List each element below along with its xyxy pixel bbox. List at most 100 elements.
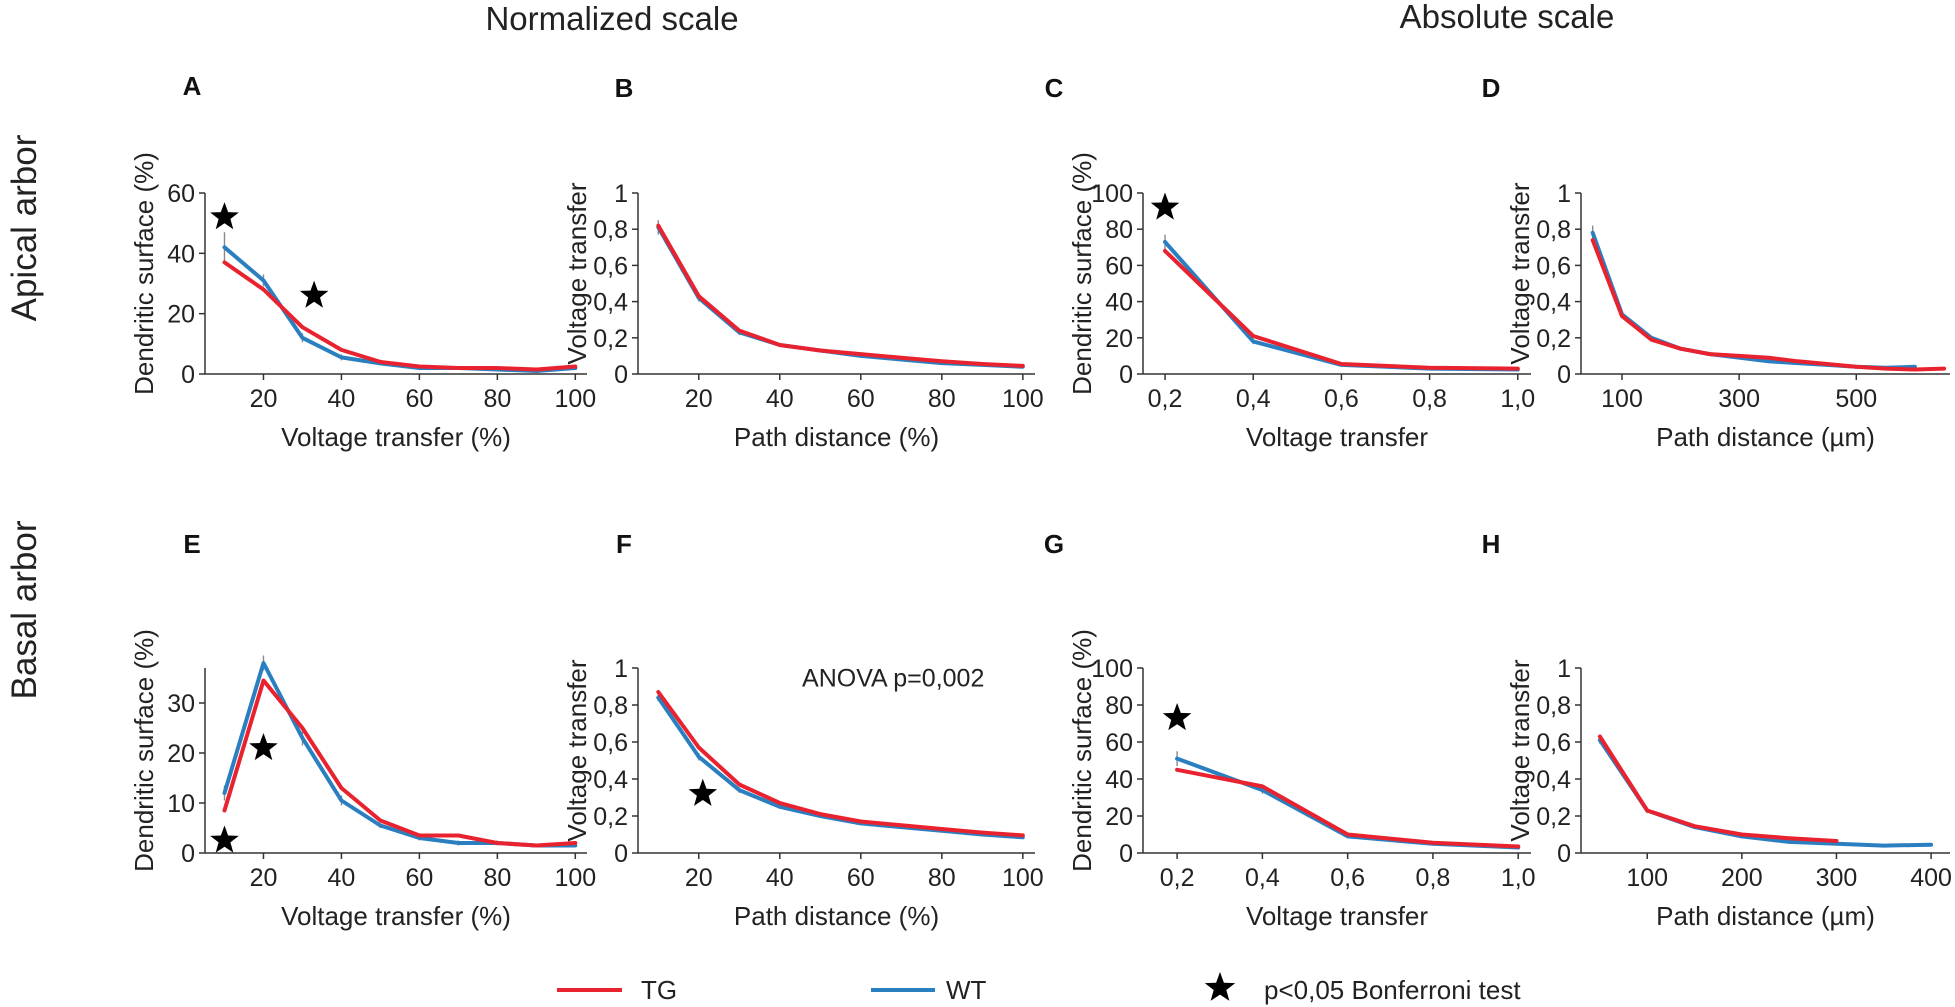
data-point-tg [1339, 362, 1344, 366]
x-tick-label: 0,6 [1324, 385, 1359, 413]
x-axis-title: Path distance (%) [734, 422, 939, 452]
series-line-tg [656, 690, 1025, 838]
y-tick-label: 40 [167, 240, 195, 268]
significance-star-icon [210, 202, 239, 230]
data-point-wt [456, 841, 460, 845]
x-tick-label: 0,6 [1330, 864, 1365, 892]
x-tick-label: 60 [405, 385, 433, 413]
panel-g: G 0 20 40 60 80 100 0,2 0,4 0,6 0,8 1,0 Voltage tran… [1044, 529, 1536, 931]
data-point-tg [1649, 338, 1653, 342]
x-tick-label: 100 [1601, 385, 1643, 413]
data-point-wt [737, 788, 741, 792]
y-tick-label: 0,8 [593, 692, 628, 720]
data-point-tg [222, 260, 227, 264]
data-point-tg [980, 362, 984, 366]
x-tick-label: 100 [1626, 864, 1668, 892]
x-tick-label: 0,4 [1245, 864, 1280, 892]
series-line-tg [1163, 248, 1520, 371]
data-point-tg [1645, 808, 1649, 813]
panel-label-d: D [1482, 73, 1501, 103]
x-tick-label: 60 [405, 864, 433, 892]
x-tick-label: 80 [483, 864, 511, 892]
y-axis-title: Dendritic surface (%) [1067, 629, 1097, 872]
series-line-wt [1597, 738, 1934, 848]
x-tick-label: 0,2 [1160, 864, 1195, 892]
data-point-tg [1678, 347, 1683, 351]
data-point-tg [1591, 238, 1595, 242]
significance-star-icon [1150, 192, 1180, 220]
y-tick-label: 100 [1091, 655, 1133, 683]
data-point-tg [534, 367, 538, 372]
y-tick-label: 0 [181, 361, 195, 389]
data-point-tg [859, 819, 863, 824]
data-point-tg [1516, 366, 1520, 371]
panel-label-f: F [616, 529, 632, 559]
data-point-tg [573, 364, 577, 369]
significance-star-icon [1162, 703, 1192, 731]
data-point-tg [1021, 364, 1025, 368]
data-point-wt [778, 805, 782, 809]
data-point-tg [1163, 249, 1167, 253]
data-point-tg [261, 287, 266, 292]
panel-b: B 0 0,2 0,4 0,6 0,8 1 20 40 60 80 100 Path distance … [562, 73, 1044, 452]
x-tick-label: 300 [1816, 864, 1858, 892]
y-tick-label: 0,6 [593, 252, 628, 280]
data-point-tg [1854, 365, 1858, 369]
panel-e: E 0 10 20 30 20 40 60 80 100 Voltage transfer (%) D… [129, 529, 596, 931]
x-tick-label: 80 [928, 385, 956, 413]
data-point-tg [940, 827, 944, 831]
x-axis-title: Path distance (µm) [1656, 901, 1875, 931]
y-tick-label: 0,4 [593, 289, 628, 317]
x-tick-label: 0,4 [1236, 385, 1271, 413]
x-tick-label: 1,0 [1501, 864, 1536, 892]
y-tick-label: 0 [614, 840, 628, 868]
x-tick-label: 0,8 [1416, 864, 1451, 892]
data-point-tg [778, 343, 782, 347]
y-axis-title: Voltage transfer [562, 182, 592, 364]
data-point-tg [1913, 367, 1917, 372]
y-tick-label: 0 [1119, 361, 1133, 389]
significance-star-icon [249, 733, 278, 761]
data-point-tg [300, 726, 305, 730]
data-point-tg [1598, 734, 1602, 739]
data-point-tg [737, 782, 741, 787]
header-absolute-scale: Absolute scale [1400, 0, 1615, 35]
data-point-tg [300, 325, 305, 329]
y-tick-label: 20 [167, 740, 195, 768]
x-tick-label: 100 [554, 864, 596, 892]
data-point-tg [1431, 841, 1435, 845]
data-point-tg [1740, 832, 1744, 837]
legend: TG WT p<0,05 Bonferroni test [557, 972, 1521, 1005]
data-point-tg [899, 823, 903, 827]
data-point-tg [697, 745, 701, 750]
legend-wt-label: WT [946, 975, 987, 1005]
data-point-tg [818, 812, 822, 816]
x-tick-label: 300 [1718, 385, 1760, 413]
data-point-tg [222, 808, 227, 813]
data-point-wt [222, 791, 227, 795]
data-point-wt [1766, 359, 1771, 363]
data-point-wt [339, 798, 344, 803]
x-tick-label: 40 [328, 864, 356, 892]
data-point-tg [1251, 334, 1255, 338]
y-tick-label: 0,4 [1536, 289, 1571, 317]
y-tick-label: 0,4 [593, 766, 628, 794]
significance-star-icon [210, 825, 239, 853]
y-tick-label: 0,2 [593, 325, 628, 353]
data-point-tg [417, 364, 421, 369]
y-tick-label: 0,6 [1536, 729, 1571, 757]
data-point-wt [656, 696, 660, 700]
panel-label-g: G [1044, 529, 1064, 559]
y-tick-label: 0 [181, 840, 195, 868]
data-point-wt [222, 245, 227, 249]
x-tick-label: 60 [847, 385, 875, 413]
y-axis-title: Dendritic surface (%) [129, 629, 159, 872]
panel-label-b: B [615, 73, 634, 103]
data-point-tg [1620, 314, 1624, 318]
data-point-wt [1591, 231, 1595, 235]
y-tick-label: 20 [1105, 803, 1133, 831]
data-point-tg [534, 843, 538, 848]
x-tick-label: 40 [328, 385, 356, 413]
legend-star-icon [1204, 972, 1236, 1001]
y-tick-label: 20 [1105, 325, 1133, 353]
